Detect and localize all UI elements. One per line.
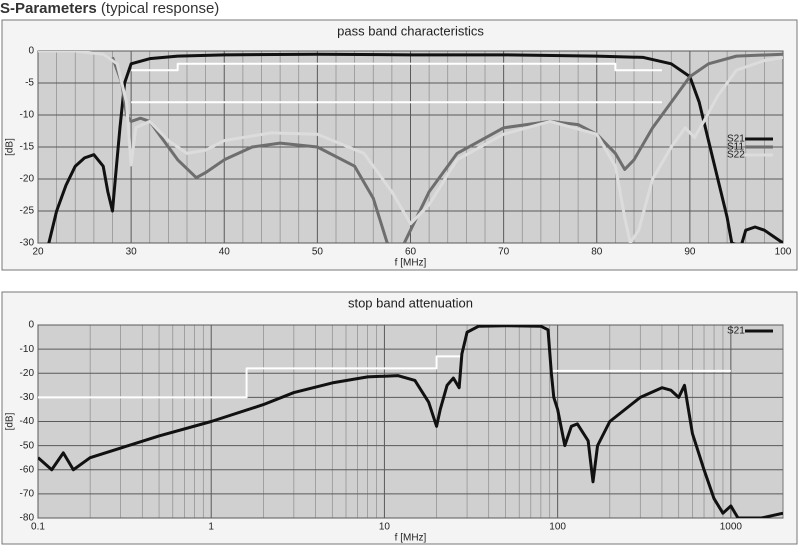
y-tick-label: -40 xyxy=(20,416,35,427)
line xyxy=(47,52,783,243)
x-tick-label: 100 xyxy=(775,247,792,258)
chart-title: pass band characteristics xyxy=(337,23,484,38)
heading: S-Parameters (typical response) xyxy=(0,0,219,18)
y-tick-label: -30 xyxy=(20,238,35,249)
title: S-Parameters xyxy=(0,0,97,17)
y-tick-label: -15 xyxy=(20,142,35,153)
series-group xyxy=(38,51,783,243)
x-tick-label: 100 xyxy=(549,522,566,533)
x-tick-label: 10 xyxy=(379,522,391,533)
line xyxy=(38,355,462,399)
line xyxy=(131,62,662,72)
legend-label: S21 xyxy=(727,134,745,145)
legend-label: S22 xyxy=(727,150,745,161)
y-tick-label: 0 xyxy=(28,46,34,57)
legend-label: S21 xyxy=(727,326,745,337)
legend-label: S11 xyxy=(727,142,744,153)
subtitle: (typical response) xyxy=(100,0,220,17)
y-tick-label: -70 xyxy=(20,489,35,500)
y-tick-label: 0 xyxy=(28,320,34,331)
x-tick-label: 80 xyxy=(591,247,603,258)
y-tick-label: -80 xyxy=(20,513,35,524)
x-tick-label: 30 xyxy=(126,247,138,258)
y-tick-label: -5 xyxy=(25,78,34,89)
x-tick-label: 60 xyxy=(405,247,417,258)
x-axis-label: f [MHz] xyxy=(395,258,427,269)
x-tick-label: 20 xyxy=(32,247,44,258)
y-tick-label: -20 xyxy=(20,368,35,379)
line xyxy=(38,325,783,518)
x-tick-label: 90 xyxy=(684,247,696,258)
x-tick-label: 1000 xyxy=(720,522,743,533)
line xyxy=(38,51,783,243)
x-tick-label: 40 xyxy=(219,247,231,258)
y-tick-label: -20 xyxy=(20,174,35,185)
y-tick-label: -25 xyxy=(20,206,35,217)
x-tick-label: 50 xyxy=(312,247,324,258)
chart-title: stop band attenuation xyxy=(348,295,473,310)
x-axis-label: f [MHz] xyxy=(395,533,427,544)
x-tick-label: 1 xyxy=(208,522,214,533)
y-axis-label: [dB] xyxy=(5,412,16,430)
y-tick-label: -50 xyxy=(20,440,35,451)
y-tick-label: -10 xyxy=(20,110,35,121)
y-tick-label: -60 xyxy=(20,464,35,475)
y-axis-label: [dB] xyxy=(5,138,16,156)
x-tick-label: 70 xyxy=(498,247,510,258)
y-tick-label: -30 xyxy=(20,392,35,403)
series-group xyxy=(38,325,783,518)
x-tick-label: 0.1 xyxy=(31,522,45,533)
y-tick-label: -10 xyxy=(20,344,35,355)
